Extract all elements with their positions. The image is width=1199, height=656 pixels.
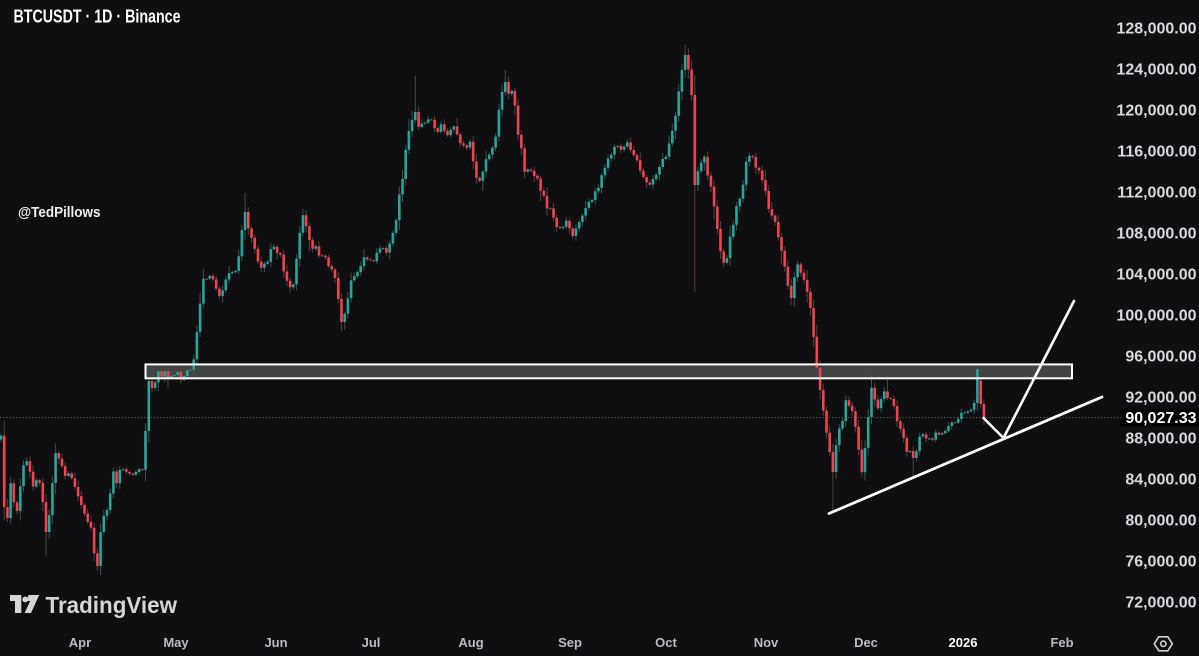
svg-text:90,027.33: 90,027.33 — [1125, 410, 1196, 427]
svg-text:Jun: Jun — [264, 635, 287, 650]
svg-text:88,000.00: 88,000.00 — [1125, 430, 1196, 447]
svg-text:2026: 2026 — [949, 635, 978, 650]
svg-text:76,000.00: 76,000.00 — [1125, 553, 1196, 570]
svg-text:104,000.00: 104,000.00 — [1116, 266, 1196, 283]
svg-text:112,000.00: 112,000.00 — [1117, 184, 1196, 201]
svg-text:Nov: Nov — [754, 635, 779, 650]
svg-text:Jul: Jul — [362, 635, 381, 650]
svg-text:Aug: Aug — [458, 635, 483, 650]
svg-text:80,000.00: 80,000.00 — [1125, 512, 1196, 529]
svg-text:Oct: Oct — [655, 635, 677, 650]
svg-text:100,000.00: 100,000.00 — [1116, 307, 1196, 324]
svg-text:72,000.00: 72,000.00 — [1125, 594, 1196, 611]
svg-text:124,000.00: 124,000.00 — [1116, 61, 1196, 78]
svg-text:Dec: Dec — [854, 635, 878, 650]
svg-text:Feb: Feb — [1050, 635, 1073, 650]
svg-text:116,000.00: 116,000.00 — [1117, 143, 1196, 160]
svg-text:TradingView: TradingView — [46, 592, 178, 618]
svg-text:96,000.00: 96,000.00 — [1125, 348, 1196, 365]
svg-text:BTCUSDT · 1D · Binance: BTCUSDT · 1D · Binance — [14, 6, 181, 27]
svg-text:Apr: Apr — [69, 635, 91, 650]
svg-text:120,000.00: 120,000.00 — [1116, 102, 1196, 119]
svg-text:84,000.00: 84,000.00 — [1125, 471, 1196, 488]
svg-text:92,000.00: 92,000.00 — [1125, 389, 1196, 406]
svg-text:May: May — [163, 635, 189, 650]
svg-text:108,000.00: 108,000.00 — [1116, 225, 1196, 242]
svg-text:@TedPillows: @TedPillows — [18, 204, 101, 221]
svg-text:128,000.00: 128,000.00 — [1116, 20, 1196, 37]
svg-text:Sep: Sep — [558, 635, 582, 650]
